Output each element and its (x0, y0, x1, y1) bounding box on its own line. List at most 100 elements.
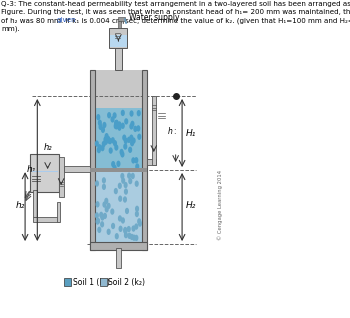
Circle shape (134, 157, 138, 163)
Circle shape (130, 140, 134, 146)
Circle shape (96, 201, 100, 208)
Bar (64, 166, 90, 172)
Bar (57, 202, 61, 222)
Bar (33, 190, 37, 217)
Text: h₂: h₂ (43, 143, 52, 152)
Bar (115, 48, 121, 70)
Circle shape (107, 112, 111, 118)
Circle shape (124, 138, 128, 144)
Text: of h₂ was 80 mm. If k₁ is 0.004 cm/sec, determine the value of k₂. (given that H: of h₂ was 80 mm. If k₁ is 0.004 cm/sec, … (1, 17, 350, 24)
Circle shape (105, 133, 108, 139)
Circle shape (132, 225, 135, 232)
Bar (90, 242, 147, 250)
Text: given: given (57, 17, 77, 23)
Circle shape (103, 136, 107, 143)
Circle shape (117, 121, 121, 128)
Circle shape (113, 112, 117, 119)
Circle shape (99, 212, 103, 218)
Circle shape (107, 229, 111, 235)
Circle shape (124, 232, 128, 238)
Circle shape (114, 120, 118, 126)
Circle shape (114, 144, 118, 151)
Circle shape (123, 227, 127, 233)
Circle shape (111, 223, 115, 229)
Text: Soil 1 (k₁): Soil 1 (k₁) (73, 278, 110, 287)
Circle shape (124, 118, 128, 125)
Circle shape (121, 110, 125, 116)
Circle shape (98, 120, 102, 126)
Circle shape (134, 223, 138, 230)
Circle shape (130, 234, 134, 240)
Circle shape (114, 123, 119, 129)
Circle shape (105, 206, 109, 212)
Circle shape (131, 121, 134, 127)
Circle shape (111, 161, 115, 167)
Circle shape (128, 147, 132, 153)
Circle shape (127, 232, 132, 239)
Circle shape (129, 135, 133, 141)
Circle shape (119, 149, 124, 155)
Circle shape (121, 177, 125, 184)
Circle shape (122, 135, 126, 141)
Circle shape (102, 122, 106, 128)
Circle shape (132, 234, 136, 241)
Circle shape (138, 220, 142, 227)
Bar (147, 159, 156, 165)
Circle shape (135, 181, 139, 187)
Circle shape (102, 141, 106, 147)
Circle shape (106, 203, 111, 209)
Circle shape (95, 141, 99, 147)
Circle shape (103, 201, 106, 208)
Circle shape (137, 134, 141, 140)
Circle shape (125, 208, 129, 214)
Circle shape (133, 126, 138, 132)
Bar (118, 17, 125, 21)
Circle shape (100, 221, 104, 228)
Bar (110, 35, 127, 47)
Circle shape (111, 116, 114, 123)
Circle shape (135, 211, 139, 217)
Circle shape (102, 183, 106, 190)
Circle shape (127, 226, 131, 232)
Circle shape (120, 151, 125, 157)
Circle shape (117, 161, 120, 167)
Circle shape (123, 228, 127, 234)
Bar (95, 170, 141, 242)
Circle shape (131, 173, 135, 179)
Text: © Cengage Learning 2014: © Cengage Learning 2014 (217, 170, 223, 240)
Bar (118, 21, 121, 28)
Text: Q-3: The constant-head permeability test arrangement in a two-layered soil has b: Q-3: The constant-head permeability test… (1, 1, 350, 7)
Circle shape (127, 137, 131, 143)
Circle shape (124, 182, 128, 188)
Circle shape (108, 138, 112, 144)
Circle shape (118, 215, 122, 222)
Bar (90, 70, 95, 250)
Circle shape (134, 235, 138, 241)
Text: Soil 2 (k₂): Soil 2 (k₂) (108, 278, 145, 287)
Circle shape (110, 208, 114, 215)
Bar (30, 154, 59, 192)
Circle shape (98, 144, 101, 150)
Circle shape (137, 218, 141, 225)
Bar (116, 248, 121, 268)
Text: Water supply: Water supply (129, 12, 179, 22)
Circle shape (103, 213, 107, 219)
Circle shape (113, 165, 117, 171)
Bar (95, 70, 141, 108)
Circle shape (106, 136, 110, 142)
Text: h₁: h₁ (27, 164, 36, 174)
Circle shape (114, 123, 118, 129)
Circle shape (96, 218, 100, 224)
Circle shape (95, 180, 99, 187)
Circle shape (120, 173, 124, 179)
Circle shape (114, 188, 118, 194)
Circle shape (131, 157, 135, 163)
Circle shape (123, 143, 127, 150)
Bar (95, 108, 141, 170)
Text: mm).: mm). (1, 25, 20, 31)
Circle shape (136, 125, 140, 132)
Circle shape (108, 147, 113, 154)
Circle shape (113, 140, 117, 147)
Circle shape (128, 178, 132, 184)
Circle shape (129, 123, 133, 130)
